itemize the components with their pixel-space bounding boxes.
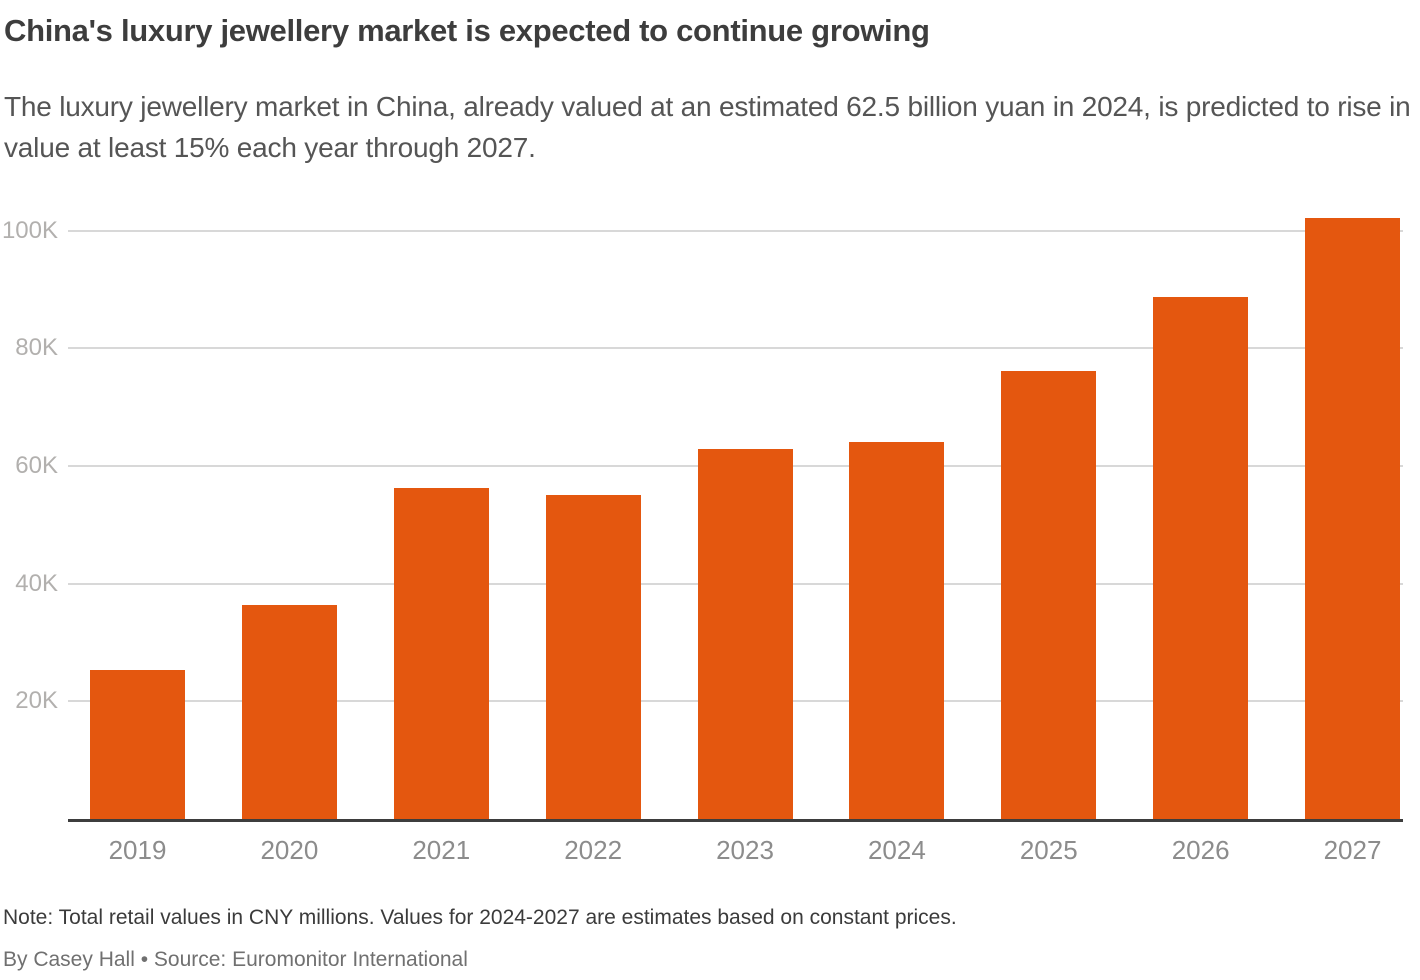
bar-2019 (90, 669, 185, 819)
bar-2025 (1001, 371, 1097, 819)
bar-2020 (241, 604, 337, 819)
plot-area: 20K 40K 60K 80K 100K 2019 2020 2021 2022 2023 2024… (2, 210, 1403, 865)
gridline-100k (68, 229, 1403, 232)
chart-title: China's luxury jewellery market is expec… (4, 13, 930, 48)
x-axis-tick-2024: 2024 (867, 835, 926, 865)
bar-2024 (849, 441, 945, 819)
x-axis-tick-2019: 2019 (108, 835, 167, 865)
y-axis-tick-80k: 80K (15, 334, 58, 362)
y-axis-tick-20k: 20K (15, 687, 58, 715)
x-axis-tick-2021: 2021 (412, 835, 471, 865)
bar-2027 (1305, 217, 1400, 819)
bar-2022 (545, 495, 641, 819)
x-axis-tick-2020: 2020 (260, 835, 319, 865)
byline-source: By Casey Hall • Source: Euromonitor Inte… (3, 948, 468, 971)
footnote: Note: Total retail values in CNY million… (3, 906, 957, 929)
x-axis-tick-2022: 2022 (564, 835, 623, 865)
y-axis-tick-100k: 100K (1, 216, 58, 244)
y-axis-tick-60k: 60K (15, 451, 58, 479)
x-axis-tick-2025: 2025 (1019, 835, 1078, 865)
bar-2021 (393, 488, 489, 819)
y-axis-tick-40k: 40K (15, 569, 58, 597)
bar-2026 (1153, 296, 1249, 819)
x-axis-tick-2027: 2027 (1323, 835, 1382, 865)
x-axis-tick-2023: 2023 (716, 835, 774, 865)
x-axis-line (68, 819, 1403, 822)
chart-subtitle: The luxury jewellery market in China, al… (4, 91, 1411, 163)
x-axis-tick-2026: 2026 (1171, 835, 1230, 865)
bar-2023 (697, 449, 793, 819)
gridline-80k (68, 347, 1403, 350)
